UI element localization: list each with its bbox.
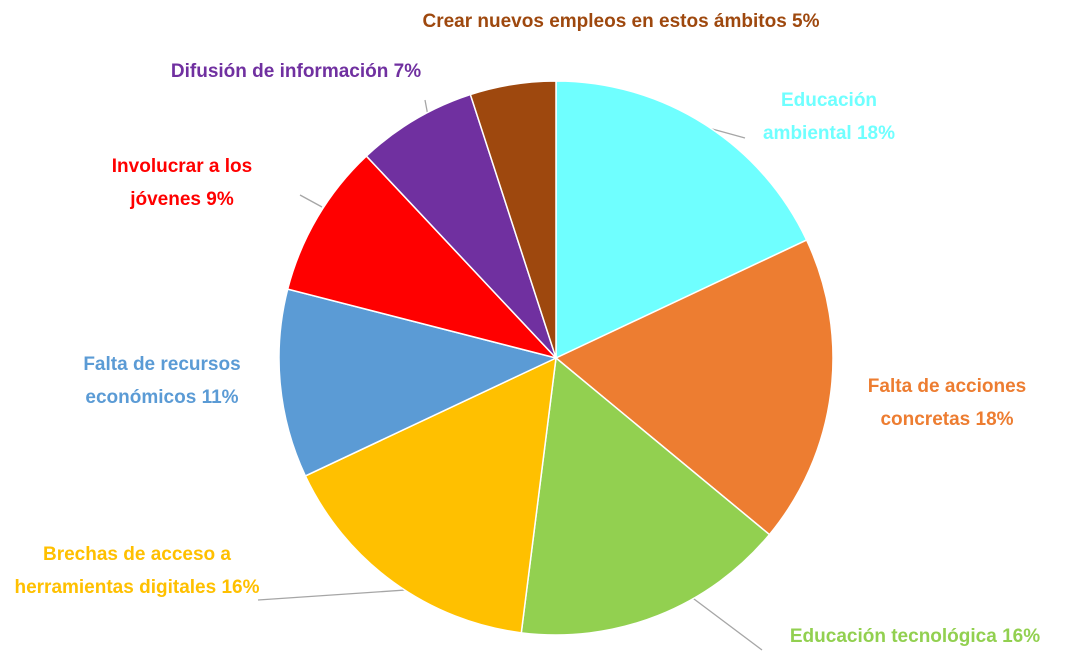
label-value: 9% (206, 189, 234, 210)
label-category: Brechas de acceso a herramientas digital… (14, 544, 231, 598)
data-label: Educación ambiental 18% (734, 84, 924, 150)
label-value: 5% (792, 11, 820, 32)
leader-line (689, 595, 763, 651)
label-value: 7% (393, 61, 422, 82)
pie-slice (469, 80, 557, 359)
pie-slice (554, 239, 834, 536)
label-value: 18% (975, 409, 1014, 430)
label-category: Educación tecnológica (789, 626, 997, 647)
pie-slice (286, 155, 559, 360)
data-label: Educación tecnológica 16% (755, 620, 1067, 652)
pie-slice (365, 93, 557, 359)
data-label: Falta de acciones concretas 18% (847, 370, 1047, 436)
label-category: Falta de acciones concretas (867, 376, 1027, 430)
label-value: 16% (1002, 626, 1041, 647)
label-category: Falta de recursos económicos (83, 354, 241, 408)
data-label: Involucrar a los jóvenes 9% (82, 150, 282, 216)
pie-slice (555, 80, 808, 360)
pie-slice (304, 356, 557, 634)
data-label: Difusión de información 7% (136, 55, 456, 88)
data-label: Crear nuevos empleos en estos ámbitos 5% (376, 5, 866, 38)
label-value: 11% (201, 387, 239, 408)
label-category: Involucrar a los jóvenes (111, 156, 253, 210)
data-label: Brechas de acceso a herramientas digital… (7, 538, 267, 604)
label-value: 16% (221, 577, 260, 598)
pie-slice (278, 288, 559, 477)
label-category: Crear nuevos empleos en estos ámbitos (422, 11, 787, 32)
leader-line (299, 194, 323, 208)
pie-slice (520, 356, 771, 636)
label-category: Educación ambiental (762, 90, 878, 144)
label-value: 18% (856, 123, 895, 144)
label-category: Difusión de información (170, 61, 389, 82)
data-label: Falta de recursos económicos 11% (52, 348, 272, 414)
